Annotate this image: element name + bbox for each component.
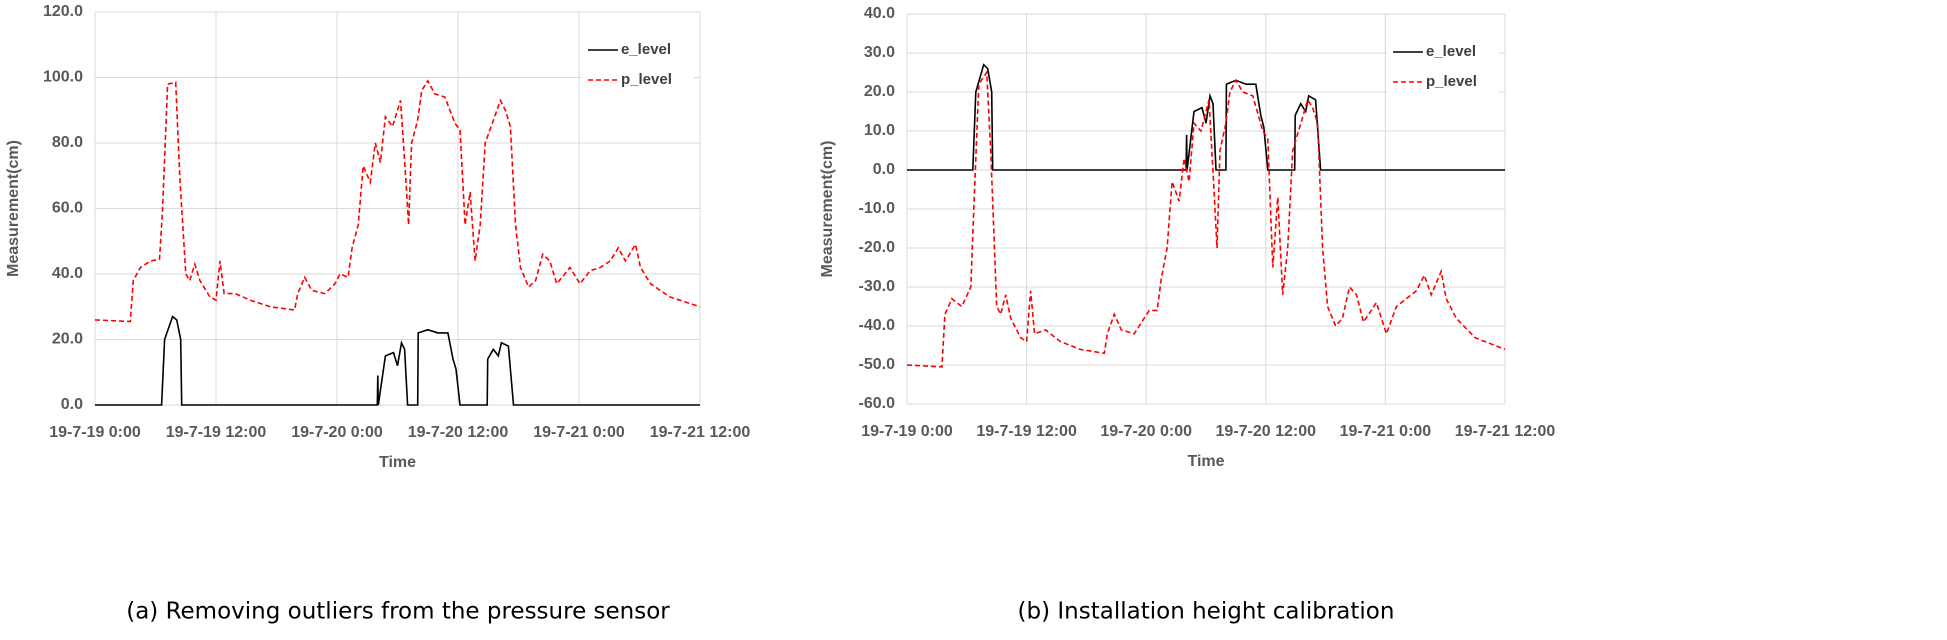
x-tick-label: 19-7-21 12:00	[650, 424, 751, 441]
x-axis-label: Time	[379, 454, 416, 471]
caption: (b) Installation height calibration	[1018, 599, 1395, 625]
x-tick-label: 19-7-21 0:00	[1340, 423, 1432, 440]
x-tick-label: 19-7-21 12:00	[1455, 423, 1556, 440]
y-axis-label: Measurement(cm)	[819, 141, 836, 278]
y-tick-label: -60.0	[859, 395, 896, 412]
y-tick-label: 20.0	[864, 83, 895, 100]
x-tick-label: 19-7-20 0:00	[1100, 423, 1192, 440]
y-tick-label: 80.0	[52, 134, 83, 151]
y-tick-label: -30.0	[859, 278, 896, 295]
y-tick-label: 60.0	[52, 200, 83, 217]
legend-box	[1387, 36, 1499, 110]
x-tick-label: 19-7-20 0:00	[291, 424, 383, 441]
series-line	[906, 70, 1506, 368]
y-tick-label: -20.0	[859, 239, 896, 256]
series-line	[95, 315, 700, 406]
y-tick-label: 100.0	[43, 69, 83, 86]
legend-box	[582, 34, 694, 108]
y-tick-label: 120.0	[43, 3, 83, 20]
x-tick-label: 19-7-20 12:00	[1216, 423, 1317, 440]
x-tick-label: 19-7-21 0:00	[533, 424, 625, 441]
legend-label: p_level	[621, 71, 672, 88]
y-tick-label: 20.0	[52, 331, 83, 348]
y-tick-label: 0.0	[873, 161, 895, 178]
y-tick-label: 10.0	[864, 122, 895, 139]
caption: (a) Removing outliers from the pressure …	[126, 599, 670, 625]
x-tick-label: 19-7-19 0:00	[49, 424, 141, 441]
y-tick-label: -40.0	[859, 317, 896, 334]
y-tick-label: 0.0	[61, 396, 83, 413]
legend-label: e_level	[621, 41, 671, 58]
y-tick-label: 40.0	[52, 265, 83, 282]
y-tick-label: 40.0	[864, 5, 895, 22]
x-tick-label: 19-7-20 12:00	[408, 424, 509, 441]
series-line	[907, 63, 1505, 171]
legend-label: p_level	[1426, 73, 1477, 90]
series-line	[94, 79, 701, 323]
y-tick-label: 30.0	[864, 44, 895, 61]
y-tick-label: -10.0	[859, 200, 896, 217]
y-axis-label: Measurement(cm)	[5, 140, 22, 277]
y-tick-label: -50.0	[859, 356, 896, 373]
x-tick-label: 19-7-19 12:00	[166, 424, 267, 441]
x-tick-label: 19-7-19 12:00	[976, 423, 1077, 440]
x-tick-label: 19-7-19 0:00	[861, 423, 953, 440]
legend-label: e_level	[1426, 43, 1476, 60]
x-axis-label: Time	[1187, 453, 1224, 470]
